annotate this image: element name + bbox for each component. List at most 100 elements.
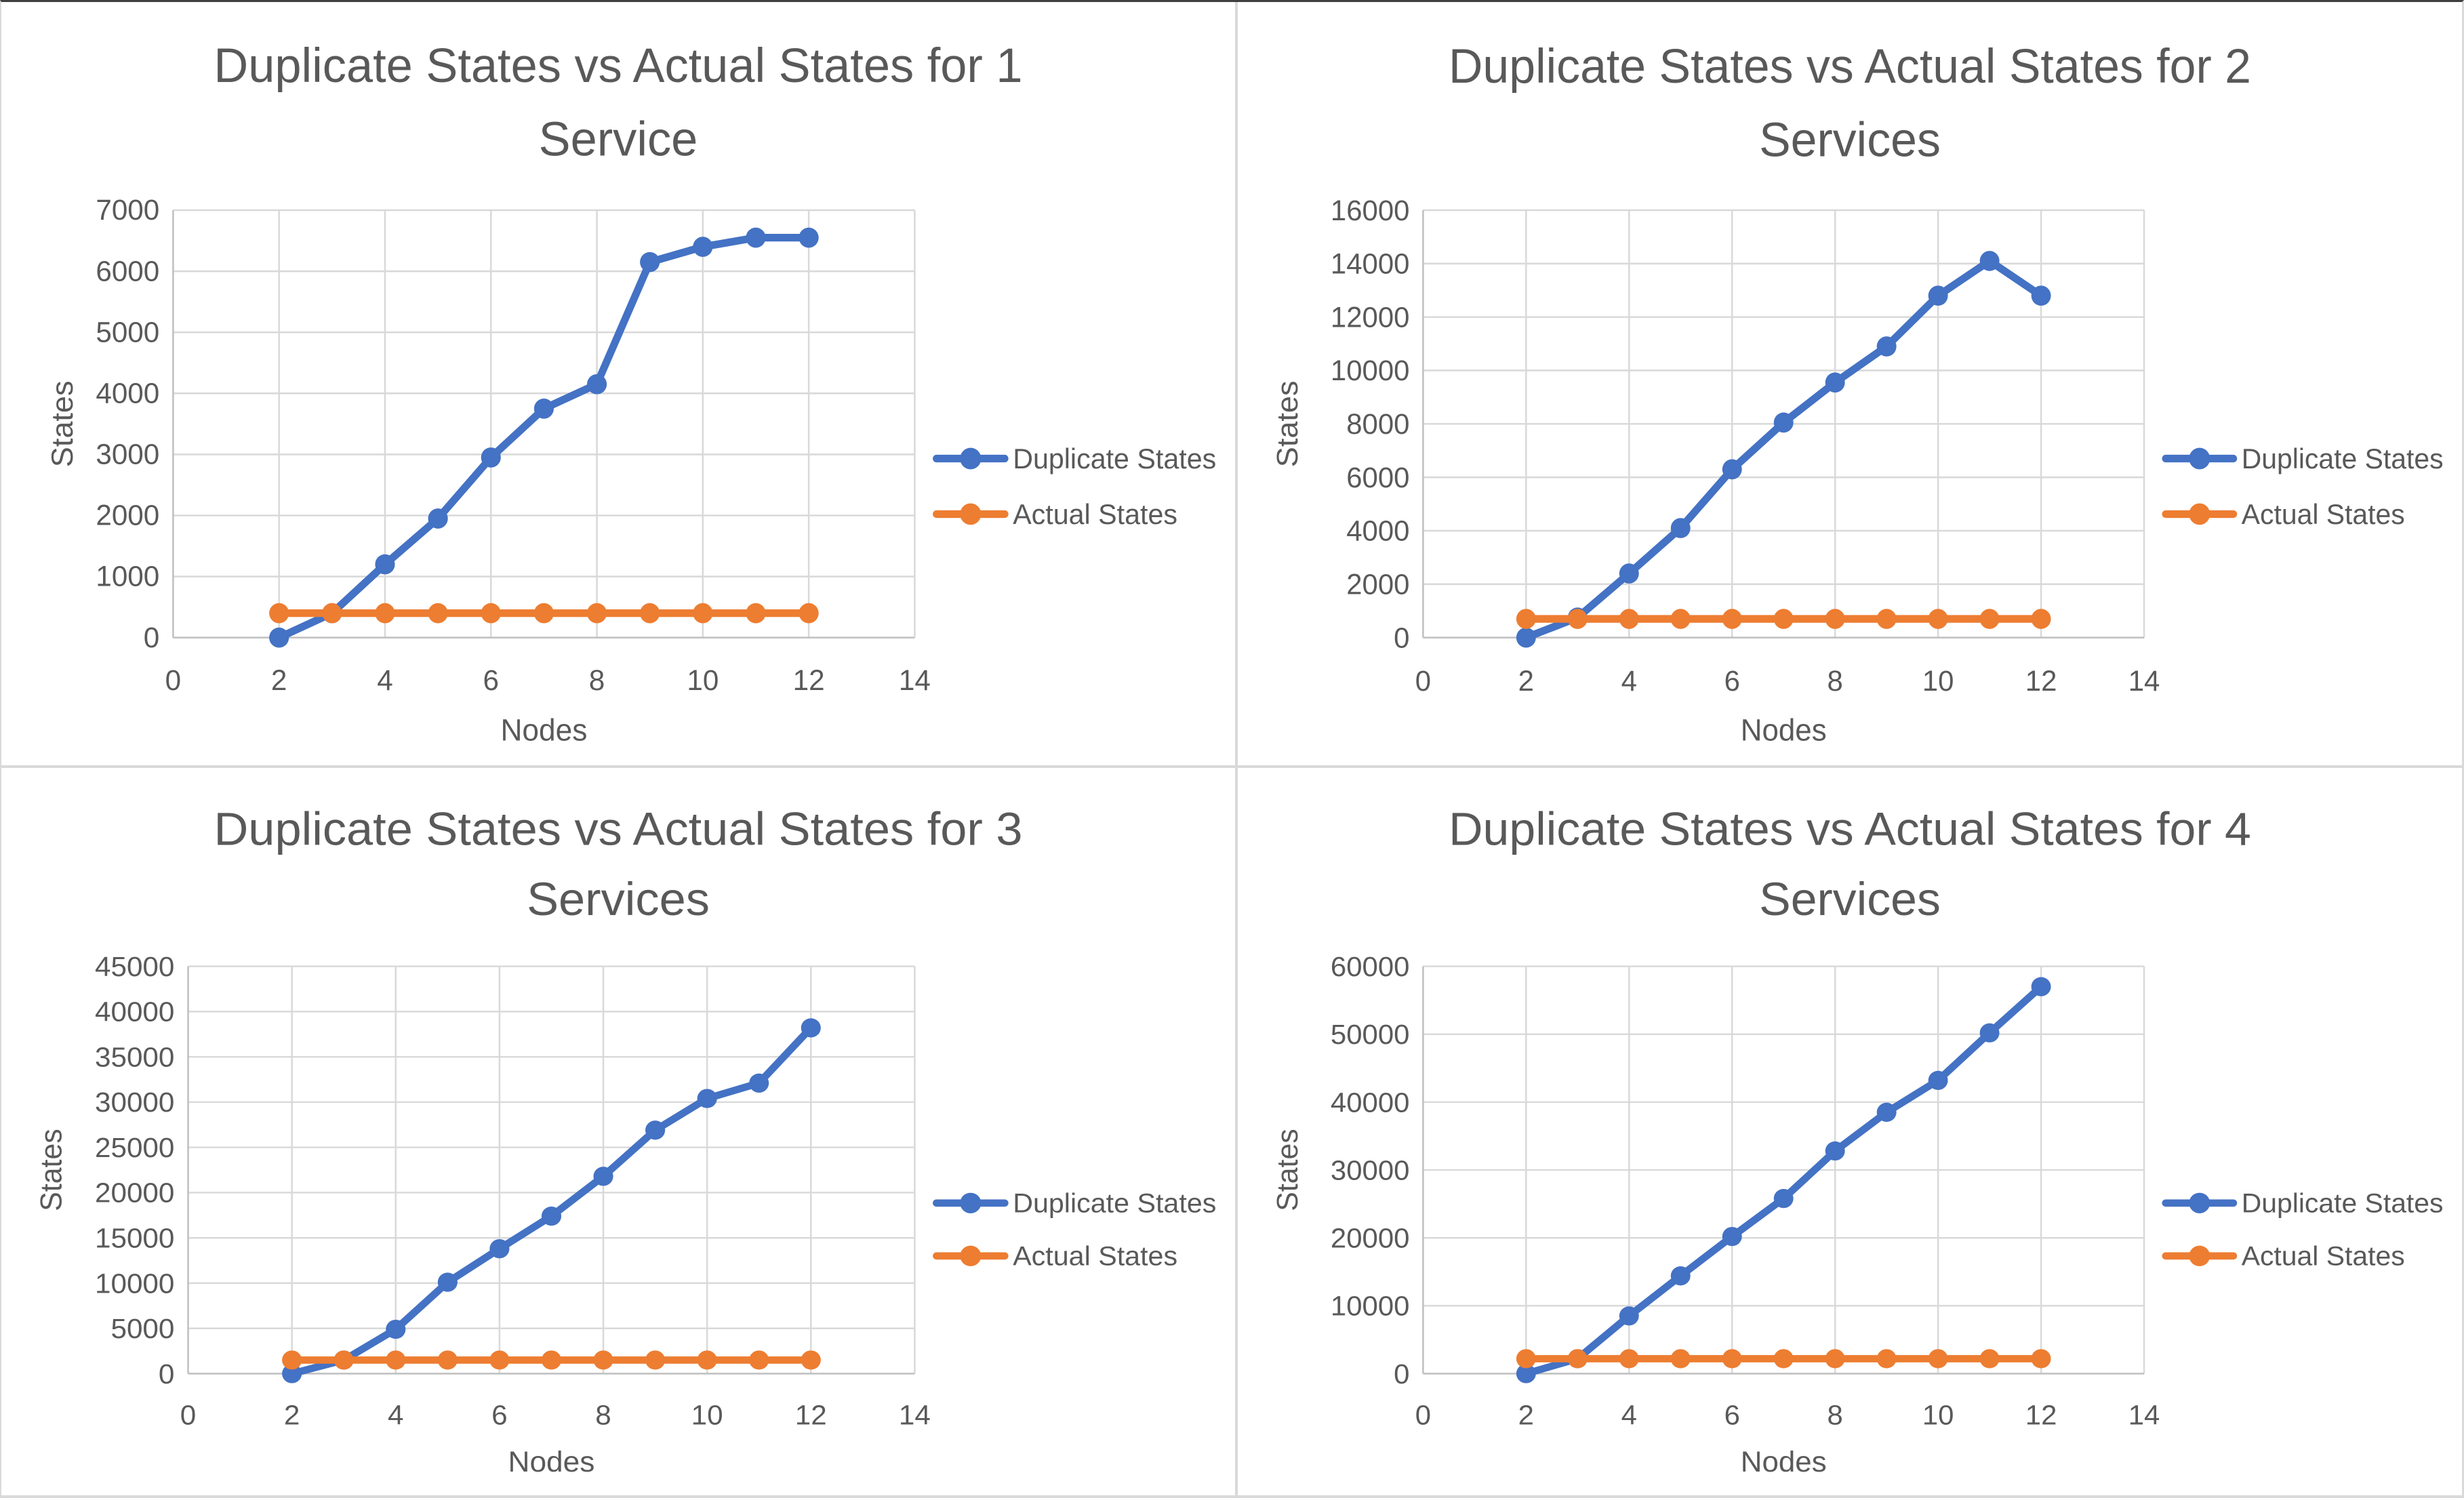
actual-states-marker [1516, 1349, 1536, 1369]
x-tick-label: 8 [1827, 664, 1843, 697]
duplicate-states-marker [645, 1120, 666, 1140]
y-tick-label: 4000 [1346, 514, 1409, 547]
duplicate-states-line [1522, 983, 2045, 1377]
y-tick-label: 14000 [1331, 247, 1409, 280]
actual-states-marker [1567, 609, 1588, 629]
chart-panel-3-services: 0 5000 10000 15000 20000 25000 30000 35000 40000… [1, 768, 1235, 1495]
duplicate-states-marker [1928, 1070, 1948, 1091]
y-tick-label: 16000 [1331, 194, 1409, 226]
duplicate-states-marker [1773, 412, 1794, 433]
actual-states-marker [386, 1350, 406, 1370]
y-tick-label: 1000 [96, 560, 159, 592]
actual-states-marker [322, 603, 342, 624]
y-axis-title: States [46, 381, 79, 468]
y-tick-label: 7000 [96, 194, 159, 226]
actual-states-marker [1825, 609, 1845, 629]
duplicate-states-marker [1670, 1266, 1691, 1286]
x-tick-label: 12 [2025, 664, 2057, 697]
y-tick-label: 8000 [1346, 408, 1409, 441]
chart-panel-2-services: 0 2000 4000 6000 8000 10000 12000 14000 16000 0 2 4… [1238, 2, 2462, 765]
actual-states-marker [1619, 1349, 1639, 1369]
actual-states-marker [1670, 609, 1691, 629]
x-tick-label: 0 [165, 664, 181, 697]
duplicate-states-marker [799, 227, 819, 248]
actual-states-marker [533, 603, 554, 624]
actual-states-marker [437, 1350, 458, 1370]
duplicate-states-marker [375, 554, 395, 575]
x-tick-label: 14 [899, 664, 931, 697]
x-tick-label: 2 [284, 1399, 300, 1430]
y-axis-title: States [1272, 381, 1304, 468]
chart-2-services: 0 2000 4000 6000 8000 10000 12000 14000 16000 0 2 4… [1272, 39, 2444, 748]
legend-duplicate-states-swatch-marker [2189, 447, 2210, 470]
chart-title-line-1: Duplicate States vs Actual States for 4 [1449, 803, 2251, 855]
x-tick-label: 6 [1724, 1399, 1740, 1430]
x-tick-label: 6 [483, 664, 499, 697]
x-tick-label: 8 [589, 664, 605, 697]
duplicate-states-marker [2031, 285, 2051, 306]
duplicate-states-marker [746, 227, 766, 248]
legend-duplicate-states-label: Duplicate States [1013, 1188, 1216, 1218]
x-axis-title: Nodes [1741, 714, 1827, 748]
actual-states-marker [1670, 1349, 1691, 1369]
x-tick-label: 10 [691, 1399, 723, 1430]
duplicate-states-marker [749, 1073, 769, 1093]
duplicate-states-marker [693, 237, 713, 257]
duplicate-states-marker [1876, 336, 1897, 357]
legend-actual-states-label: Actual States [1013, 1240, 1177, 1271]
actual-states-marker [586, 603, 607, 624]
x-tick-label: 10 [1922, 664, 1954, 697]
actual-states-marker [375, 603, 395, 624]
duplicate-states-marker [481, 447, 501, 468]
x-axis-title: Nodes [1741, 1446, 1827, 1478]
duplicate-states-marker [1979, 1023, 2000, 1042]
duplicate-states-marker [1722, 1227, 1742, 1247]
actual-states-marker [282, 1350, 302, 1370]
duplicate-states-marker [697, 1089, 717, 1108]
chart-title-line-2: Services [1759, 113, 1941, 167]
x-tick-label: 10 [687, 664, 719, 697]
x-tick-label: 14 [899, 1399, 931, 1430]
duplicate-states-marker [2031, 977, 2051, 996]
x-tick-label: 4 [388, 1399, 403, 1430]
legend-actual-states-label: Actual States [2242, 498, 2405, 531]
duplicate-states-line [288, 1024, 815, 1377]
legend-duplicate-states-swatch-marker [2189, 1192, 2210, 1213]
y-tick-label: 35000 [95, 1041, 174, 1072]
duplicate-states-marker [282, 1364, 302, 1383]
legend-actual-states-swatch-marker [960, 503, 982, 525]
duplicate-states-marker [1876, 1102, 1897, 1122]
duplicate-states-marker [1928, 285, 1948, 306]
x-tick-label: 12 [793, 664, 825, 697]
y-tick-label: 3000 [96, 438, 159, 470]
chart-panel-1-service: 0 1000 2000 3000 4000 5000 6000 7000 0 2 4 6 8 10 12 14… [1, 2, 1235, 765]
y-tick-label: 10000 [1331, 355, 1409, 387]
actual-states-marker [2031, 609, 2051, 629]
x-tick-label: 4 [377, 664, 392, 697]
y-tick-label: 12000 [1331, 301, 1409, 333]
y-tick-label: 30000 [1331, 1154, 1410, 1186]
actual-states-marker [1825, 1349, 1845, 1369]
actual-states-marker [1979, 1349, 2000, 1369]
chart-title-line-2: Services [527, 873, 710, 925]
actual-states-marker [481, 603, 501, 624]
y-tick-label: 6000 [1346, 461, 1409, 493]
chart-3-services: 0 5000 10000 15000 20000 25000 30000 35000 40000… [35, 803, 1216, 1478]
chart-1-service: 0 1000 2000 3000 4000 5000 6000 7000 0 2 4 6 8 10 12 14… [46, 39, 1216, 747]
chart-title-line-1: Duplicate States vs Actual States for 2 [1449, 39, 2251, 93]
y-tick-label: 40000 [1331, 1087, 1410, 1118]
duplicate-states-marker [437, 1272, 458, 1292]
chart-title-line-1: Duplicate States vs Actual States for 1 [214, 39, 1022, 93]
x-tick-label: 10 [1922, 1399, 1954, 1430]
chart-title-line-2: Service [539, 113, 698, 167]
duplicate-states-marker [1670, 518, 1691, 538]
duplicate-states-marker [386, 1319, 406, 1339]
x-tick-label: 0 [1415, 1399, 1431, 1430]
chart-title-line-1: Duplicate States vs Actual States for 3 [214, 803, 1022, 855]
y-tick-label: 10000 [95, 1268, 174, 1299]
duplicate-states-marker [1619, 1306, 1639, 1326]
actual-states-marker [334, 1350, 354, 1370]
legend-actual-states-swatch-marker [2189, 1245, 2210, 1267]
duplicate-states-marker [593, 1167, 613, 1186]
